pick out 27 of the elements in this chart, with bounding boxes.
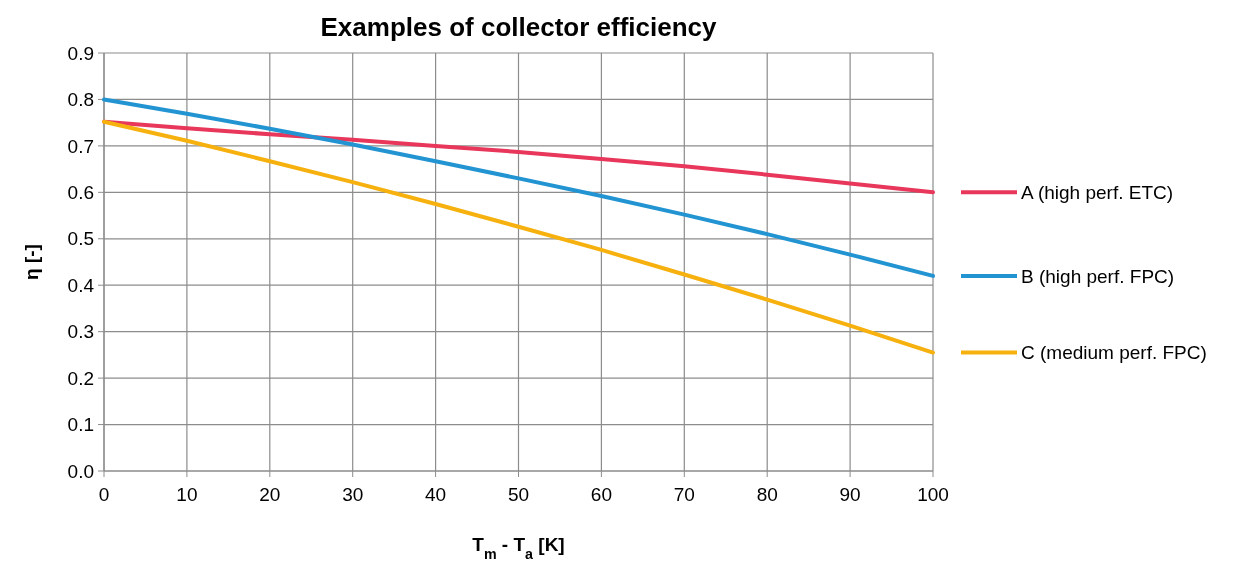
x-tick-label: 60 <box>590 484 612 505</box>
legend-label: B (high perf. FPC) <box>1021 265 1175 287</box>
x-tick-label: 70 <box>673 484 695 505</box>
y-tick-label: 0.8 <box>67 89 94 111</box>
y-tick-label: 0.0 <box>67 460 94 482</box>
legend-label: C (medium perf. FPC) <box>1021 342 1207 364</box>
x-tick-label: 30 <box>342 484 364 505</box>
y-axis-title: η [-] <box>21 244 42 280</box>
chart-title: Examples of collector efficiency <box>320 12 717 42</box>
y-tick-label: 0.3 <box>67 321 94 343</box>
x-tick-label: 40 <box>425 484 447 505</box>
y-tick-label: 0.9 <box>67 42 94 64</box>
x-axis-title: T$_{m}$ - T$_{a}$ [K] <box>472 534 565 562</box>
y-tick-label: 0.2 <box>67 367 94 389</box>
legend-label: A (high perf. ETC) <box>1021 181 1174 203</box>
y-tick-label: 0.5 <box>67 228 94 250</box>
x-tick-label: 20 <box>259 484 281 505</box>
y-tick-label: 0.1 <box>67 414 94 436</box>
y-tick-label: 0.4 <box>67 274 95 296</box>
x-tick-label: 50 <box>507 484 530 505</box>
x-tick-label: 10 <box>176 484 198 505</box>
x-tick-label: 80 <box>756 484 778 505</box>
x-tick-label: 90 <box>839 484 861 505</box>
y-tick-label: 0.7 <box>67 135 94 157</box>
y-tick-label: 0.6 <box>67 181 94 203</box>
x-tick-label: 0 <box>98 484 110 505</box>
x-tick-label: 100 <box>917 484 949 505</box>
